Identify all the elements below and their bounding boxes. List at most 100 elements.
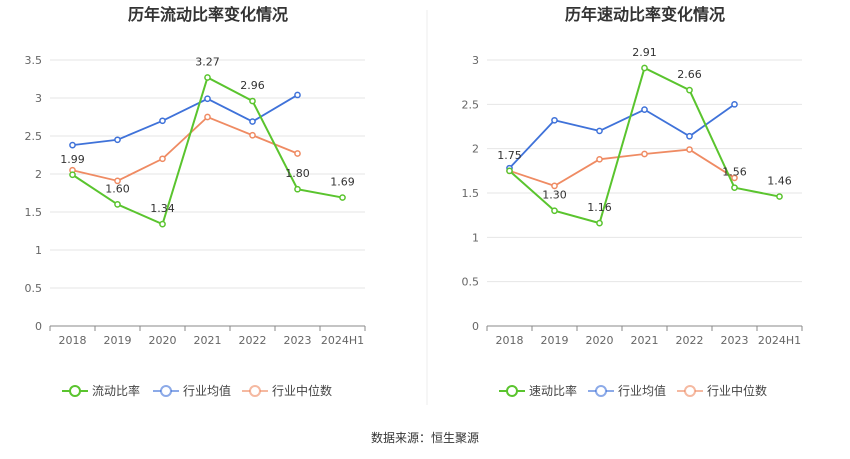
x-tick-label: 2020 [586,334,614,347]
legend-label: 行业均值 [618,383,666,398]
x-tick-label: 2024H1 [321,334,364,347]
data-label: 1.16 [587,201,612,214]
data-labels: 1.75 1.30 1.16 2.91 2.66 1.56 1.46 [497,46,792,214]
y-tick-label: 2.5 [462,98,480,111]
data-point-avg[interactable] [641,106,648,114]
data-point-main[interactable] [686,86,693,94]
data-point-median[interactable] [641,150,648,158]
series-line-median [72,115,298,182]
legend-item-main[interactable]: 速动比率 [499,383,577,398]
data-point-avg[interactable] [551,116,558,124]
data-label: 3.27 [195,55,220,68]
data-label: 1.56 [722,166,747,179]
data-point-main[interactable] [249,97,256,105]
data-point-main[interactable] [339,194,346,201]
data-label: 2.96 [240,79,265,92]
data-point-median[interactable] [249,131,256,139]
data-point-avg[interactable] [159,117,166,125]
y-tick-label: 1 [472,231,479,244]
data-label: 1.80 [285,167,310,180]
y-axis-ticks: 0 0.5 1 1.5 2 2.5 3 [462,54,480,333]
legend-item-median[interactable]: 行业中位数 [677,383,767,398]
data-label: 1.46 [767,175,792,188]
x-axis: 2018 2019 2020 2021 2022 2023 2024H1 [49,325,366,347]
data-label: 1.75 [497,149,522,162]
y-axis-ticks: 0 0.5 1 1.5 2 2.5 3 3.5 [25,54,43,333]
legend-marker-icon [69,385,81,397]
data-point-main[interactable] [294,185,301,193]
data-point-avg[interactable] [686,132,693,140]
legend-marker-icon [160,385,172,397]
data-point-median[interactable] [114,177,121,185]
data-point-avg[interactable] [731,100,738,108]
y-tick-label: 3.5 [25,54,43,67]
y-tick-label: 2.5 [25,130,43,143]
x-tick-label: 2022 [239,334,267,347]
data-label: 1.34 [150,202,175,215]
x-tick-label: 2019 [541,334,569,347]
legend[interactable]: 流动比率 行业均值 行业中位数 [62,383,332,398]
series-line-avg [508,103,736,169]
x-tick-label: 2021 [631,334,659,347]
series-points [506,64,783,227]
data-point-median[interactable] [204,113,211,121]
data-point-median[interactable] [551,182,558,190]
legend-item-main[interactable]: 流动比率 [62,383,140,398]
x-tick-label: 2023 [284,334,312,347]
x-tick-label: 2019 [104,334,132,347]
current-ratio-chart: 历年流动比率变化情况 0 0.5 1 1.5 2 2.5 3 3.5 2018 2019 2020… [25,5,366,398]
data-point-avg[interactable] [204,95,211,103]
data-point-main[interactable] [506,167,513,175]
data-point-main[interactable] [596,219,603,227]
data-point-median[interactable] [294,150,301,157]
legend-marker-icon [595,385,607,397]
legend-label: 行业均值 [183,383,231,398]
data-point-main[interactable] [551,207,558,215]
legend-label: 流动比率 [92,383,140,398]
legend-marker-icon [684,385,696,397]
y-tick-label: 1.5 [462,187,480,200]
series-line-median [509,148,735,187]
data-point-median[interactable] [596,155,603,163]
data-point-avg[interactable] [596,127,603,135]
legend-item-avg[interactable]: 行业均值 [153,383,231,398]
data-label: 2.66 [677,68,702,81]
data-point-main[interactable] [731,184,738,192]
data-point-main[interactable] [641,64,648,72]
data-label: 1.60 [105,182,130,195]
y-tick-label: 1 [35,244,42,257]
quick-ratio-chart: 历年速动比率变化情况 0 0.5 1 1.5 2 2.5 3 2018 2019 2020 202… [462,5,803,398]
legend[interactable]: 速动比率 行业均值 行业中位数 [499,383,767,398]
chart-title: 历年速动比率变化情况 [565,5,725,24]
data-label: 1.99 [60,153,85,166]
x-tick-label: 2018 [59,334,87,347]
data-point-avg[interactable] [114,136,121,144]
data-source: 数据来源：恒生聚源 [371,430,479,445]
data-point-main[interactable] [776,193,783,200]
chart-title: 历年流动比率变化情况 [128,5,288,24]
grid-lines [50,59,365,289]
data-point-main[interactable] [204,74,211,81]
x-tick-label: 2018 [496,334,524,347]
data-point-main[interactable] [159,220,166,228]
legend-label: 行业中位数 [272,383,332,398]
data-point-median[interactable] [159,155,166,163]
y-tick-label: 0.5 [462,276,480,289]
x-tick-label: 2021 [194,334,222,347]
data-point-main[interactable] [69,171,76,179]
data-point-median[interactable] [731,174,738,182]
data-label: 1.69 [330,176,355,189]
data-point-main[interactable] [114,201,121,208]
legend-marker-icon [249,385,261,397]
data-point-avg[interactable] [69,141,76,149]
data-point-median[interactable] [686,146,693,153]
data-point-avg[interactable] [249,118,256,125]
legend-item-avg[interactable]: 行业均值 [588,383,666,398]
y-tick-label: 3 [472,54,479,67]
x-tick-label: 2023 [721,334,749,347]
data-point-avg[interactable] [294,91,301,99]
data-label: 2.91 [632,46,657,59]
legend-marker-icon [506,385,518,397]
y-tick-label: 2 [472,143,479,156]
legend-item-median[interactable]: 行业中位数 [242,383,332,398]
